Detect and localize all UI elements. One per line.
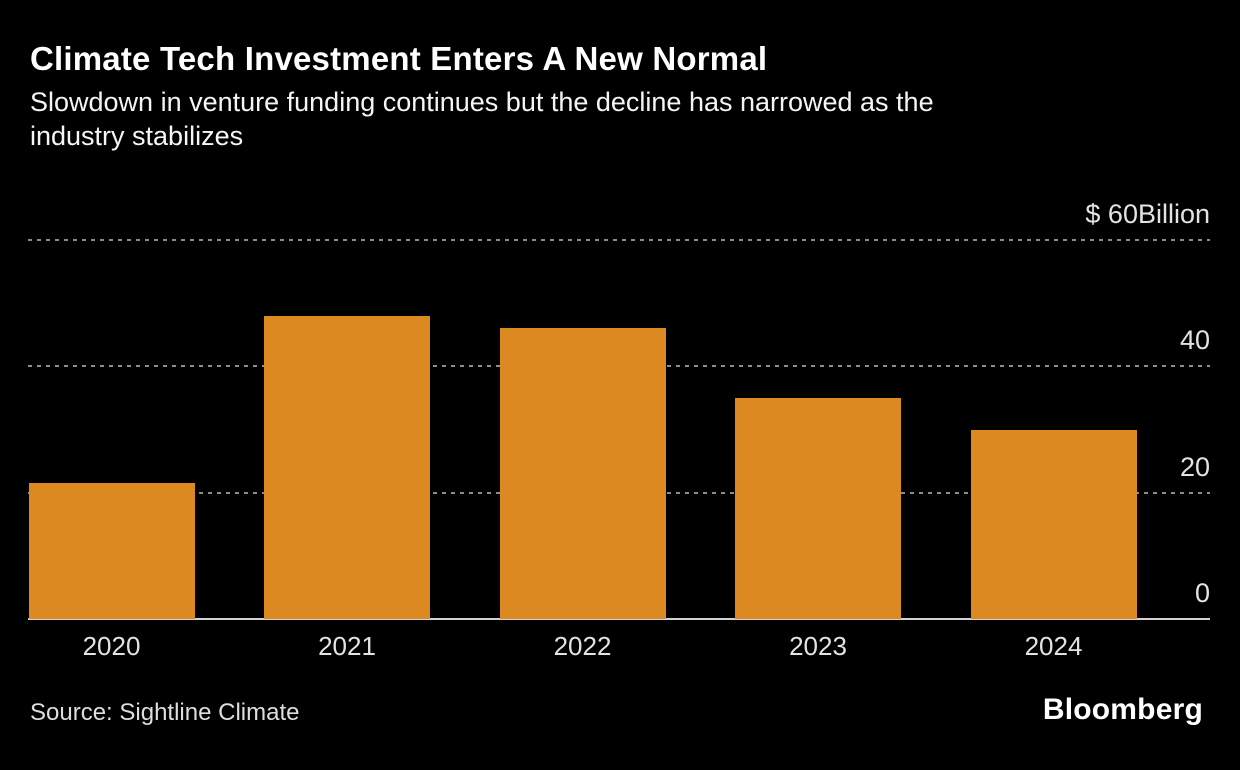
y-tick-label-40: 40	[1179, 325, 1210, 356]
y-tick-label-60: $ 60Billion	[1085, 199, 1210, 229]
x-tick-label-2024: 2024	[1024, 631, 1083, 661]
source-label: Source: Sightline Climate	[30, 699, 300, 726]
gridline-60	[28, 239, 1210, 241]
chart-subtitle-line-2: industry stabilizes	[30, 121, 244, 151]
x-tick-label-2022: 2022	[553, 631, 612, 661]
bar-2022	[499, 328, 666, 619]
bar-2024	[970, 429, 1137, 619]
chart-subtitle: Slowdown in venture funding continues bu…	[30, 85, 934, 153]
chart-subtitle-line-1: Slowdown in venture funding continues bu…	[30, 87, 934, 117]
chart-title: Climate Tech Investment Enters A New Nor…	[30, 40, 768, 77]
bloomberg-logo: Bloomberg	[1042, 693, 1203, 726]
x-tick-label-2021: 2021	[318, 631, 376, 661]
bar-2023	[735, 397, 901, 619]
y-tick-label-0: 0	[1194, 578, 1210, 608]
x-axis-baseline	[28, 618, 1210, 620]
bar-2021	[264, 315, 430, 619]
x-tick-label-2023: 2023	[789, 631, 847, 661]
y-tick-label-20: 20	[1179, 451, 1210, 482]
x-tick-label-2020: 2020	[82, 631, 141, 661]
bar-2020	[28, 483, 195, 619]
